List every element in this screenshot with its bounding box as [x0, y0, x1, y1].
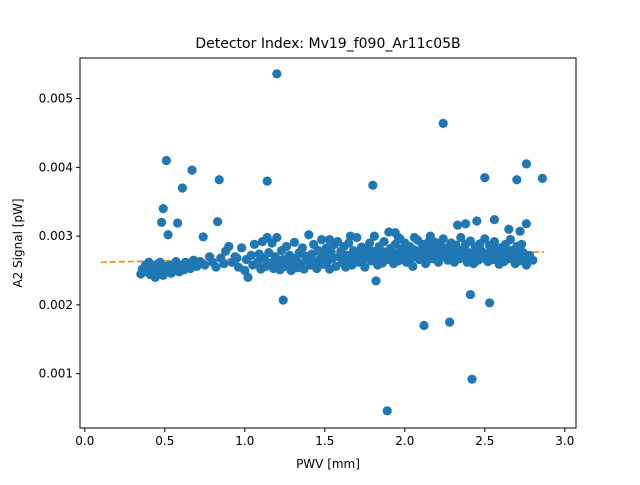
data-point [467, 374, 477, 384]
data-point [187, 165, 197, 175]
data-point [281, 241, 291, 252]
data-point [472, 216, 482, 226]
scatter-points-layer [136, 69, 548, 416]
x-axis-ticks: 0.0 0.5 1.0 1.5 2.0 2.5 3.0 [75, 428, 574, 448]
data-point [213, 217, 223, 227]
x-tick-label: 0.5 [155, 434, 174, 448]
data-point [224, 241, 234, 252]
data-point [368, 246, 378, 256]
data-point [219, 259, 229, 269]
data-point [232, 253, 242, 263]
data-point [379, 237, 389, 247]
y-tick-label: 0.002 [39, 298, 73, 312]
data-point [365, 238, 375, 248]
chart-title: Detector Index: Mv19_f090_Ar11c05B [195, 36, 460, 52]
y-axis-ticks: 0.001 0.002 0.003 0.004 0.005 [39, 92, 80, 381]
data-point [438, 234, 448, 244]
data-point [173, 218, 183, 228]
data-point [161, 155, 171, 166]
x-axis-label: PWV [mm] [296, 457, 360, 471]
data-point [345, 231, 355, 241]
data-point [325, 234, 335, 245]
x-tick-label: 1.5 [315, 434, 334, 448]
data-point [313, 245, 323, 256]
data-point [181, 257, 191, 267]
data-point [157, 217, 167, 227]
data-point [272, 232, 282, 243]
data-point [433, 257, 443, 267]
data-point [297, 243, 307, 253]
data-point [198, 232, 208, 242]
data-point [465, 236, 475, 246]
data-point [451, 240, 461, 250]
data-point [371, 276, 381, 286]
y-tick-label: 0.005 [39, 92, 73, 106]
y-tick-label: 0.004 [39, 160, 73, 174]
data-point [421, 259, 431, 269]
data-point [537, 173, 548, 183]
data-point [521, 159, 532, 169]
x-tick-label: 2.0 [395, 434, 414, 448]
data-point [419, 320, 429, 331]
data-point [262, 176, 272, 186]
data-point [289, 237, 299, 247]
data-point [409, 232, 419, 243]
data-point [465, 289, 475, 300]
x-tick-label: 3.0 [555, 434, 574, 448]
data-point [214, 175, 224, 185]
data-point [309, 239, 319, 249]
data-point [521, 219, 532, 229]
y-axis-label: A2 Signal [pW] [11, 198, 25, 287]
data-point [456, 232, 466, 243]
data-point [246, 250, 256, 260]
data-point [382, 406, 392, 416]
data-point [461, 219, 471, 229]
data-point [211, 262, 221, 272]
data-point [369, 231, 379, 241]
data-point [445, 317, 455, 327]
data-point [158, 204, 168, 214]
data-point [424, 237, 434, 247]
data-point [368, 180, 378, 190]
data-point [517, 239, 527, 249]
data-point [480, 173, 490, 183]
data-point [390, 228, 400, 238]
data-point [237, 243, 247, 253]
x-tick-label: 1.0 [235, 434, 254, 448]
data-point [177, 183, 187, 193]
data-point [489, 215, 499, 225]
data-point [200, 260, 210, 270]
data-point [243, 272, 253, 282]
data-point [249, 239, 259, 249]
data-point [505, 234, 515, 245]
y-tick-label: 0.003 [39, 229, 73, 243]
data-point [360, 262, 370, 272]
data-point [438, 118, 448, 128]
data-point [485, 298, 495, 308]
data-point [453, 220, 463, 230]
data-point [333, 237, 343, 247]
data-point [272, 69, 282, 79]
data-point [515, 226, 525, 236]
data-point [489, 237, 499, 247]
data-point [504, 224, 514, 234]
data-point [480, 234, 490, 244]
data-point [163, 230, 173, 240]
data-point [240, 265, 250, 276]
x-tick-label: 2.5 [475, 434, 494, 448]
data-point [344, 238, 354, 248]
data-point [304, 230, 314, 240]
data-point [278, 295, 288, 305]
y-tick-label: 0.001 [39, 367, 73, 381]
plot-area-frame [79, 57, 577, 429]
data-point [521, 260, 532, 270]
data-point [512, 175, 522, 185]
data-point [150, 272, 160, 282]
data-point [528, 255, 538, 265]
x-tick-label: 0.0 [75, 434, 94, 448]
data-point [408, 261, 418, 271]
data-point [317, 234, 327, 245]
